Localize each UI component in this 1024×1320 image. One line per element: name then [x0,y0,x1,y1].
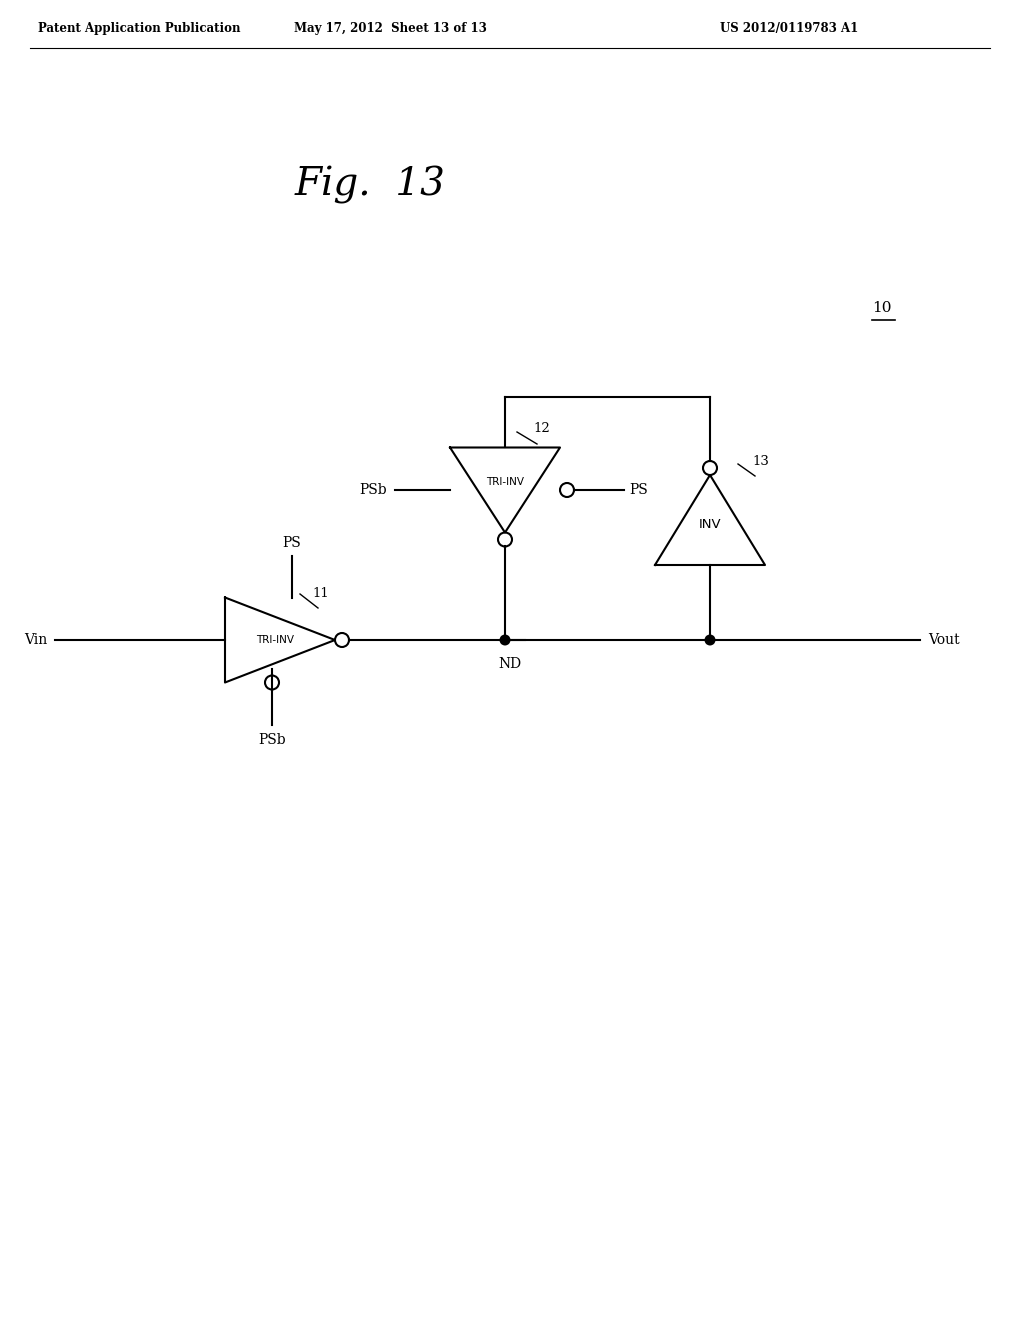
Text: TRI-INV: TRI-INV [256,635,294,645]
Text: Fig.  13: Fig. 13 [295,166,445,205]
Text: ND: ND [499,657,521,671]
Text: Patent Application Publication: Patent Application Publication [38,22,241,36]
Text: PSb: PSb [258,733,286,747]
Circle shape [705,635,716,645]
Text: May 17, 2012  Sheet 13 of 13: May 17, 2012 Sheet 13 of 13 [294,22,486,36]
Text: 10: 10 [872,301,892,315]
Text: TRI-INV: TRI-INV [486,477,524,487]
Text: INV: INV [698,519,721,532]
Circle shape [500,635,511,645]
Text: Vout: Vout [928,634,959,647]
Text: Vin: Vin [24,634,47,647]
Text: US 2012/0119783 A1: US 2012/0119783 A1 [720,22,858,36]
Text: PSb: PSb [359,483,387,498]
Text: 11: 11 [312,587,329,601]
Text: PS: PS [629,483,648,498]
Text: 13: 13 [752,455,769,469]
Text: PS: PS [283,536,301,549]
Text: 12: 12 [534,422,550,436]
